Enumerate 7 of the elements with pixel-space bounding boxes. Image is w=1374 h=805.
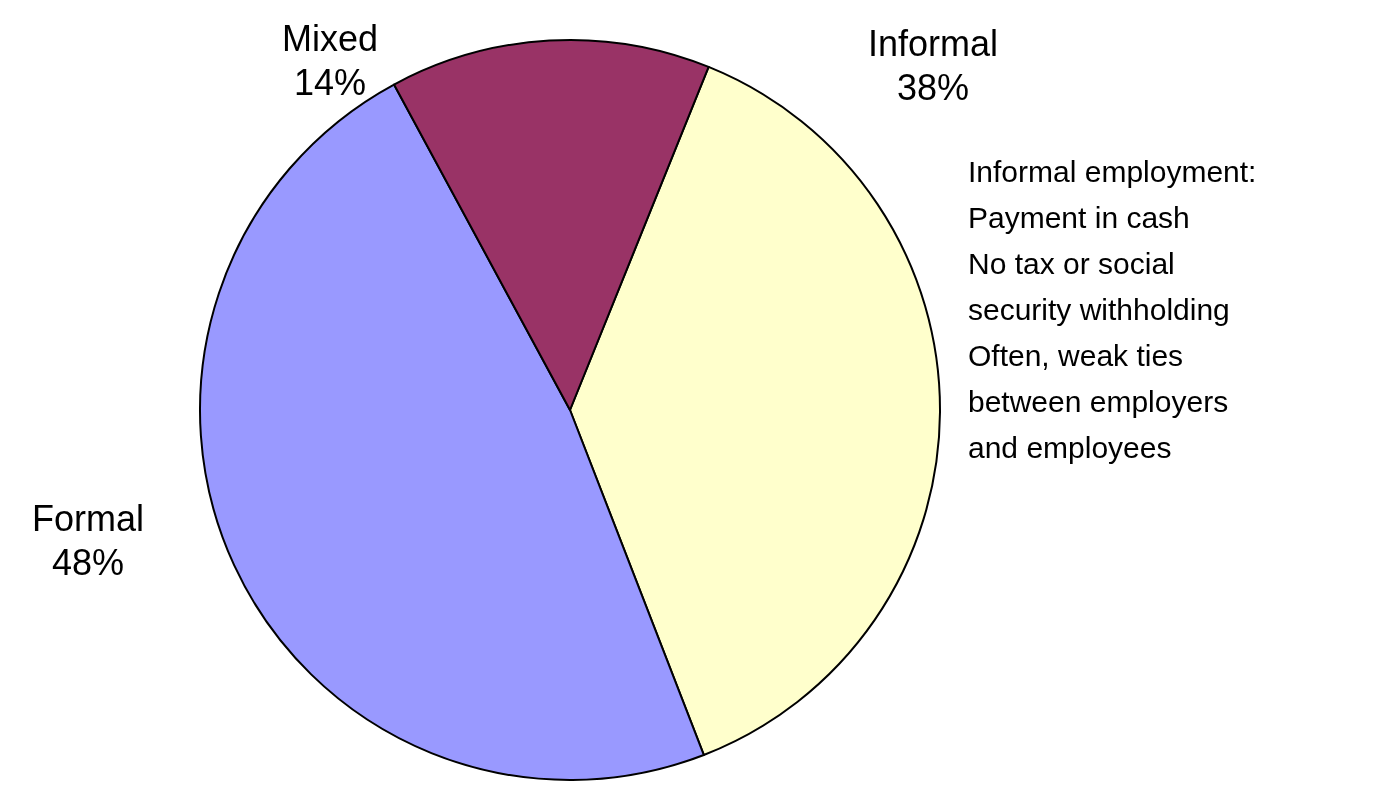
slice-label: Formal xyxy=(31,497,145,539)
data-label: 14% xyxy=(293,61,367,103)
slice-label: Informal xyxy=(867,22,999,64)
data-label: 48% xyxy=(51,541,125,583)
text: Informal employment: Payment in cash No tax or social security withholding Often, weak ties between employers and employees xyxy=(968,154,1257,464)
data-label: 38% xyxy=(896,66,970,108)
slice-label: Mixed xyxy=(281,17,379,59)
